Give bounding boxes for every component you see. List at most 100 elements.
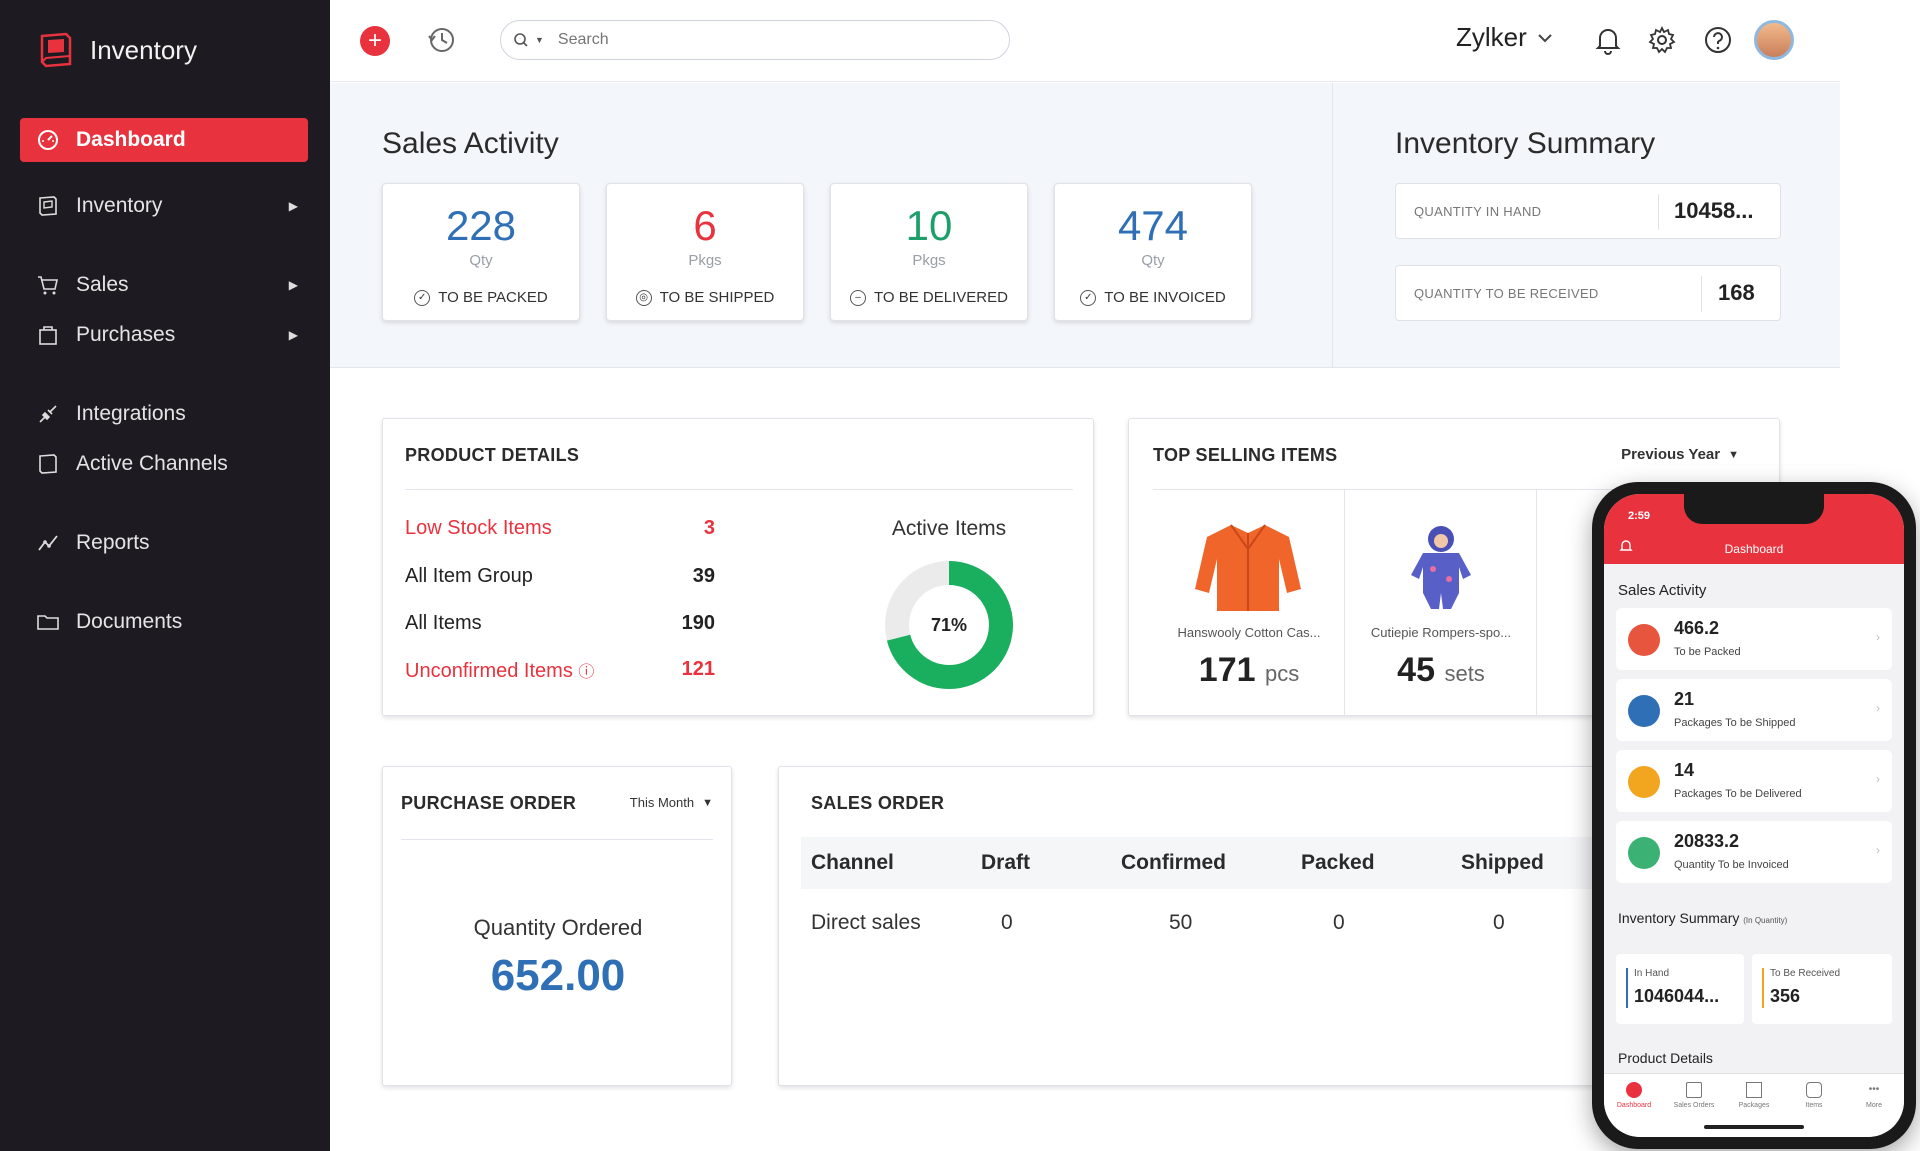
activity-value: 474 xyxy=(1117,202,1189,249)
search-bar[interactable]: ▼ xyxy=(500,20,1010,60)
item-qty-row: 45 sets xyxy=(1345,651,1537,690)
add-new-button[interactable]: + xyxy=(360,26,390,56)
quantity-ordered-label: Quantity Ordered xyxy=(473,915,643,940)
activity-value: 10 xyxy=(905,202,953,249)
mobile-screen: 2:59 Dashboard Sales Activity 466.2 To b… xyxy=(1604,494,1904,1137)
low-stock-row[interactable]: Low Stock Items 3 xyxy=(405,517,715,540)
quantity-in-hand-box: QUANTITY IN HAND 10458... xyxy=(1395,183,1781,239)
org-switcher[interactable]: Zylker xyxy=(1456,22,1553,53)
item-name: Cutiepie Rompers-spo... xyxy=(1370,625,1512,640)
activity-card-to-be-invoiced[interactable]: 474 Qty ✓ TO BE INVOICED xyxy=(1054,183,1252,321)
mobile-tab-sales-orders[interactable]: Sales Orders xyxy=(1664,1082,1724,1109)
row-label: Low Stock Items xyxy=(405,517,552,539)
mobile-activity-card[interactable]: 466.2 To be Packed › xyxy=(1616,608,1892,670)
box-icon xyxy=(36,194,60,218)
tab-label: Dashboard xyxy=(1616,1102,1652,1109)
mobile-activity-card[interactable]: 20833.2 Quantity To be Invoiced › xyxy=(1616,821,1892,883)
activity-card-to-be-shipped[interactable]: 6 Pkgs ◎ TO BE SHIPPED xyxy=(606,183,804,321)
search-input[interactable] xyxy=(557,31,958,49)
table-row[interactable]: Direct sales 0 50 0 0 xyxy=(801,889,1621,957)
gear-icon[interactable] xyxy=(1646,24,1678,56)
period-dropdown[interactable]: Previous Year ▼ xyxy=(1621,446,1739,463)
mobile-in-hand-label: In Hand xyxy=(1634,968,1670,979)
activity-value: 6 xyxy=(693,202,717,249)
mobile-card-value: 466.2 xyxy=(1674,618,1720,638)
sidebar-item-inventory[interactable]: Inventory ▶ xyxy=(20,184,308,228)
mobile-activity-card[interactable]: 14 Packages To be Delivered › xyxy=(1616,750,1892,812)
mobile-tab-more[interactable]: ••• More xyxy=(1844,1082,1904,1109)
item-group-row[interactable]: All Item Group 39 xyxy=(405,565,715,588)
period-dropdown[interactable]: This Month ▼ xyxy=(630,795,713,810)
purchase-order-panel: PURCHASE ORDER This Month ▼ Quantity Ord… xyxy=(382,766,732,1086)
mobile-to-receive-card[interactable]: To Be Received 356 xyxy=(1752,954,1892,1024)
mobile-tab-dashboard[interactable]: Dashboard xyxy=(1604,1082,1664,1109)
sidebar-item-purchases[interactable]: Purchases ▶ xyxy=(20,313,308,357)
search-scope-chevron-icon[interactable]: ▼ xyxy=(535,35,544,45)
item-name: Hanswooly Cotton Cas... xyxy=(1177,625,1321,640)
bell-icon[interactable] xyxy=(1592,24,1624,56)
summary-label: QUANTITY IN HAND xyxy=(1414,204,1542,219)
activity-unit: Pkgs xyxy=(688,252,722,269)
dashboard-icon xyxy=(36,128,60,152)
table-cell: 50 xyxy=(1169,911,1193,934)
top-item-card[interactable]: Hanswooly Cotton Cas... 171 pcs xyxy=(1153,489,1345,715)
sidebar-item-integrations[interactable]: Integrations xyxy=(20,392,308,436)
activity-label: TO BE INVOICED xyxy=(1104,289,1226,306)
invoice-icon xyxy=(1628,837,1660,869)
sidebar-item-reports[interactable]: Reports xyxy=(20,521,308,565)
mobile-phone-mockup: 2:59 Dashboard Sales Activity 466.2 To b… xyxy=(1592,482,1916,1149)
mobile-tab-packages[interactable]: Packages xyxy=(1724,1082,1784,1109)
sidebar-item-active-channels[interactable]: Active Channels xyxy=(20,442,308,486)
sidebar-item-dashboard[interactable]: Dashboard xyxy=(20,118,308,162)
row-value: 121 xyxy=(681,658,715,680)
plug-icon xyxy=(36,402,60,426)
summary-value: 168 xyxy=(1718,280,1755,305)
sidebar-item-label: Inventory xyxy=(76,194,163,217)
activity-label: TO BE SHIPPED xyxy=(659,289,775,306)
unconfirmed-items-row[interactable]: Unconfirmed Items ⓘ 121 xyxy=(405,658,715,683)
mobile-inventory-summary-note: (In Quantity) xyxy=(1743,916,1788,925)
item-unit: sets xyxy=(1444,661,1485,686)
table-cell: Direct sales xyxy=(811,911,921,934)
active-items-donut: 71% xyxy=(885,561,1013,689)
mobile-card-value: 14 xyxy=(1674,760,1695,780)
mobile-activity-card[interactable]: 21 Packages To be Shipped › xyxy=(1616,679,1892,741)
romper-image xyxy=(1411,526,1471,609)
packed-icon xyxy=(1628,624,1660,656)
chevron-down-icon xyxy=(1538,33,1552,42)
all-items-row[interactable]: All Items 190 xyxy=(405,612,715,635)
row-label: All Items xyxy=(405,612,482,634)
bell-icon[interactable] xyxy=(1618,538,1634,554)
cardigan-image xyxy=(1195,524,1301,611)
panel-title: PRODUCT DETAILS xyxy=(405,445,580,465)
mobile-time: 2:59 xyxy=(1628,510,1651,522)
activity-unit: Qty xyxy=(1141,252,1165,269)
help-icon[interactable] xyxy=(1702,24,1734,56)
mobile-tab-items[interactable]: Items xyxy=(1784,1082,1844,1109)
dashboard-icon xyxy=(1626,1082,1642,1098)
activity-card-to-be-packed[interactable]: 228 Qty ✓ TO BE PACKED xyxy=(382,183,580,321)
org-name: Zylker xyxy=(1456,22,1527,52)
user-avatar[interactable] xyxy=(1754,20,1794,60)
item-qty-row: 171 pcs xyxy=(1153,651,1345,690)
mobile-card-label: Packages To be Shipped xyxy=(1674,717,1796,729)
sidebar-item-documents[interactable]: Documents xyxy=(20,600,308,644)
search-icon[interactable] xyxy=(513,32,529,48)
mobile-in-hand-card[interactable]: In Hand 1046044... xyxy=(1616,954,1744,1024)
mobile-inventory-summary-title: Inventory Summary xyxy=(1618,910,1740,926)
sidebar: Inventory Dashboard Inventory ▶ Sale xyxy=(0,0,330,1151)
item-qty: 171 xyxy=(1198,651,1256,689)
brand[interactable]: Inventory xyxy=(36,30,197,70)
activity-label: TO BE PACKED xyxy=(438,289,548,306)
sidebar-item-label: Documents xyxy=(76,610,183,633)
product-details-panel: PRODUCT DETAILS Low Stock Items 3 All It… xyxy=(382,418,1094,716)
chevron-right-icon: › xyxy=(1876,701,1880,715)
item-unit: pcs xyxy=(1264,661,1300,686)
mobile-to-receive-label: To Be Received xyxy=(1770,968,1841,979)
top-item-card[interactable]: Cutiepie Rompers-spo... 45 sets xyxy=(1345,489,1537,715)
history-icon[interactable] xyxy=(426,24,458,56)
row-label: Unconfirmed Items xyxy=(405,660,573,682)
activity-card-to-be-delivered[interactable]: 10 Pkgs – TO BE DELIVERED xyxy=(830,183,1028,321)
sidebar-item-sales[interactable]: Sales ▶ xyxy=(20,263,308,307)
sales-order-panel: SALES ORDER Channel Draft Confirmed Pack… xyxy=(778,766,1658,1086)
